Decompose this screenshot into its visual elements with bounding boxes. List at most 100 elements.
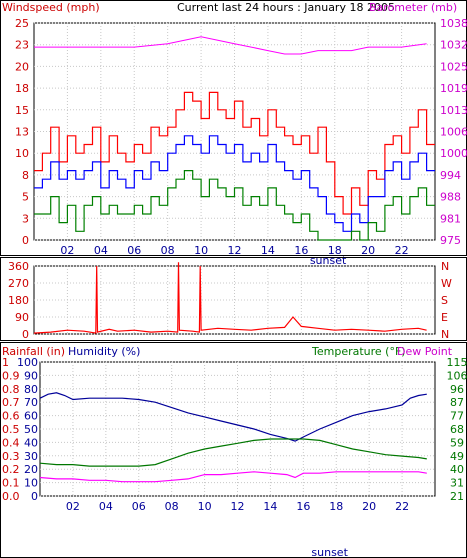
chart3-x-tick-4: 10 [198, 500, 212, 513]
chart3-temperature-tick-6: 59 [450, 436, 464, 449]
chart2-right-tick-2: S [441, 294, 448, 307]
chart3-rain-tick-4: 0.6 [2, 410, 20, 423]
chart3-temperature-tick-3: 87 [450, 396, 464, 409]
chart3-humidity-tick-7: 30 [24, 450, 38, 463]
chart1-left-label: Windspeed (mph) [2, 1, 100, 14]
chart1-x-tick-1: 04 [94, 244, 108, 257]
chart1-right-tick-7: 1019 [440, 82, 467, 95]
chart3-dewpoint-label: Dew Point [397, 345, 453, 358]
chart3-humidity-tick-5: 50 [24, 423, 38, 436]
chart1-right-tick-2: 988 [440, 191, 461, 204]
chart2-border [0, 257, 467, 341]
chart3-temperature-tick-9: 31 [450, 477, 464, 490]
chart3-humidity-tick-9: 10 [24, 477, 38, 490]
chart1-left-tick-7: 18 [15, 82, 29, 95]
chart1-series-avg [34, 135, 435, 232]
chart3-rain-tick-9: 0.1 [2, 477, 20, 490]
chart3-humidity-tick-3: 70 [24, 396, 38, 409]
chart3-temperature-tick-4: 77 [450, 410, 464, 423]
chart1-right-tick-8: 1025 [440, 60, 467, 73]
chart1-sunset-annotation: sunset [310, 254, 347, 267]
chart2-right-tick-0: N [441, 260, 449, 273]
chart2-right-tick-1: W [441, 277, 452, 290]
chart2-left-tick-2: 180 [8, 294, 29, 307]
chart3-rain-tick-6: 0.4 [2, 436, 20, 449]
chart3-x-tick-0: 02 [66, 500, 80, 513]
chart1-left-tick-5: 13 [15, 126, 29, 139]
chart3-rain-tick-5: 0.5 [2, 423, 20, 436]
chart3-x-tick-5: 12 [231, 500, 245, 513]
chart3-rain-tick-3: 0.7 [2, 396, 20, 409]
chart3-temperature-tick-7: 49 [450, 450, 464, 463]
chart1-left-tick-6: 15 [15, 104, 29, 117]
chart3-humidity-tick-10: 0 [31, 490, 38, 503]
chart3-temperature-label: Temperature (°F) [311, 345, 406, 358]
chart3-x-tick-1: 04 [99, 500, 113, 513]
chart3-rain-tick-8: 0.2 [2, 463, 20, 476]
chart3-x-tick-3: 08 [165, 500, 179, 513]
chart1-left-ticks: 0 3 5 8 10 13 15 18 20 23 25 [15, 17, 29, 247]
chart1-x-tick-5: 12 [228, 244, 242, 257]
chart1-x-tick-8: 18 [328, 244, 342, 257]
chart1-right-tick-6: 1013 [440, 104, 467, 117]
chart1-right-tick-5: 1006 [440, 126, 467, 139]
chart1-left-tick-0: 0 [22, 234, 29, 247]
chart1-right-label: Barometer (mb) [369, 1, 457, 14]
chart1-x-tick-6: 14 [261, 244, 275, 257]
chart2-series [33, 262, 427, 334]
chart3-x-ticks: 02 04 06 08 10 12 14 16 18 20 22 [66, 500, 409, 513]
chart1-right-tick-3: 994 [440, 169, 461, 182]
chart3-humidity-tick-0: 100 [17, 356, 38, 369]
chart2-left-tick-4: 0 [22, 328, 29, 341]
chart3-temperature-tick-0: 115 [447, 356, 467, 369]
chart1-left-tick-1: 3 [22, 212, 29, 225]
chart1-x-tick-10: 22 [395, 244, 409, 257]
chart1-title: Current last 24 hours : January 18 2005 [177, 1, 395, 14]
chart1-grid [34, 22, 435, 241]
chart3-humidity-label: Humidity (%) [68, 345, 140, 358]
chart1-left-tick-10: 25 [15, 17, 29, 30]
chart1-x-tick-7: 16 [294, 244, 308, 257]
chart3-temperature-tick-10: 21 [450, 490, 464, 503]
chart3-x-tick-8: 18 [329, 500, 343, 513]
chart1-x-ticks: 02 04 06 08 10 12 14 16 18 20 22 [60, 244, 408, 257]
chart1-x-tick-9: 20 [361, 244, 375, 257]
chart2-left-tick-0: 360 [8, 260, 29, 273]
chart3-rain-tick-10: 0.0 [2, 490, 20, 503]
chart1-series-low [34, 170, 435, 241]
chart1-x-tick-2: 06 [127, 244, 141, 257]
chart1-left-tick-2: 5 [22, 191, 29, 204]
chart3-rain-label: Rainfall (in) [2, 345, 65, 358]
chart1-x-tick-3: 08 [161, 244, 175, 257]
chart3-series-humidity [39, 392, 427, 442]
chart3-x-tick-2: 06 [132, 500, 146, 513]
chart1-x-tick-0: 02 [60, 244, 74, 257]
chart3-rain-tick-0: 1 [2, 356, 9, 369]
chart3-rain-tick-2: 0.8 [2, 383, 20, 396]
chart2-grid [34, 265, 435, 335]
chart1-series-baro [34, 36, 427, 55]
chart1-left-tick-8: 20 [15, 60, 29, 73]
chart3-series-temperature [39, 438, 427, 467]
chart1-border [0, 0, 467, 256]
chart3-temperature-tick-8: 40 [450, 463, 464, 476]
chart3-humidity-tick-4: 60 [24, 410, 38, 423]
chart3-temperature-tick-2: 96 [450, 383, 464, 396]
chart1-right-tick-4: 1000 [440, 147, 467, 160]
chart3-rain-tick-1: 0.9 [2, 369, 20, 382]
chart3-x-tick-9: 20 [362, 500, 376, 513]
chart1-series [34, 36, 435, 241]
chart3-humidity-tick-2: 80 [24, 383, 38, 396]
chart2-right-tick-4: N [441, 328, 449, 341]
chart3-series-dewpoint [39, 471, 427, 483]
chart1-left-tick-9: 23 [15, 39, 29, 52]
chart3-rain-ticks: 10.90.80.70.60.50.40.30.20.10.0 [2, 356, 20, 503]
chart3-x-tick-10: 22 [395, 500, 409, 513]
chart3-series [39, 392, 427, 483]
chart3-humidity-tick-6: 40 [24, 436, 38, 449]
